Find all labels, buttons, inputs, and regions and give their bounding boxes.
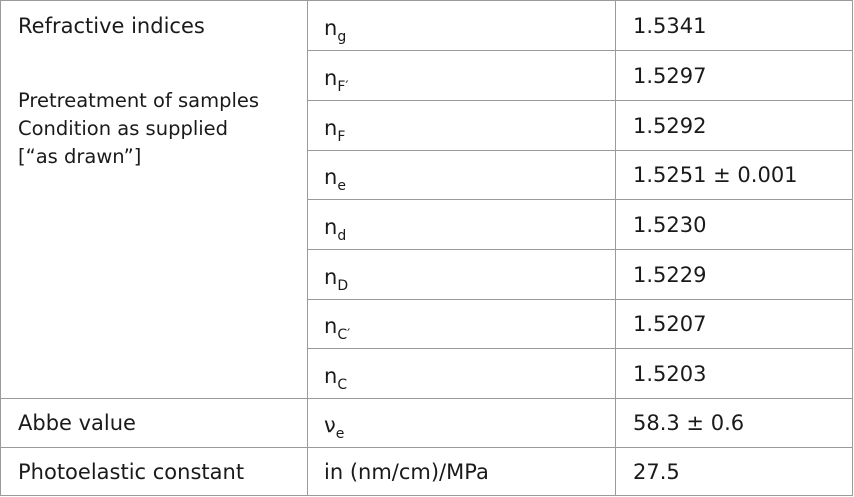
index-symbol: ng	[324, 15, 346, 44]
symbol-base: n	[324, 66, 338, 90]
index-symbol: nD	[324, 264, 348, 293]
symbol-base: n	[324, 165, 338, 189]
symbol-base: n	[324, 265, 338, 289]
abbe-value: 58.3 ± 0.6	[633, 411, 745, 435]
index-symbol: nF′	[324, 65, 349, 94]
refractive-indices-label: Refractive indices	[18, 14, 205, 38]
index-symbol: nC′	[324, 313, 350, 342]
index-value: 1.5230	[633, 213, 707, 237]
row-divider	[307, 299, 852, 300]
index-symbol: nF	[324, 115, 345, 144]
column-divider-2	[615, 1, 616, 495]
symbol-base: n	[324, 116, 338, 140]
row-divider	[307, 100, 852, 101]
condition-line: [“as drawn”]	[18, 145, 142, 168]
row-divider	[307, 249, 852, 250]
index-value: 1.5203	[633, 362, 707, 386]
row-divider-photoelastic	[1, 447, 852, 448]
symbol-base: n	[324, 364, 338, 388]
photoelastic-unit: in (nm/cm)/MPa	[324, 460, 489, 484]
symbol-subscript: F′	[337, 79, 349, 95]
symbol-subscript: D	[337, 278, 349, 294]
column-divider-1	[307, 1, 308, 495]
symbol-base: n	[324, 215, 338, 239]
index-value: 1.5297	[633, 64, 707, 88]
symbol-subscript: e	[335, 426, 345, 442]
row-divider	[307, 199, 852, 200]
index-symbol: nC	[324, 363, 347, 392]
symbol-base: n	[324, 314, 338, 338]
row-divider-abbe	[1, 398, 852, 399]
symbol-subscript: C′	[337, 327, 351, 343]
row-divider	[307, 348, 852, 349]
index-value: 1.5229	[633, 263, 707, 287]
symbol-subscript: e	[337, 178, 346, 194]
sample-condition-note: Pretreatment of samples Condition as sup…	[18, 87, 259, 171]
condition-line: Condition as supplied	[18, 117, 229, 140]
index-value: 1.5207	[633, 312, 707, 336]
condition-line: Pretreatment of samples	[18, 89, 260, 112]
abbe-value-label: Abbe value	[18, 411, 136, 435]
symbol-subscript: C	[337, 377, 348, 393]
index-value: 1.5341	[633, 14, 707, 38]
symbol-subscript: d	[337, 228, 347, 244]
symbol-base: ν	[324, 413, 336, 437]
index-value: 1.5292	[633, 114, 707, 138]
photoelastic-constant-label: Photoelastic constant	[18, 460, 245, 484]
symbol-subscript: g	[337, 29, 347, 45]
row-divider	[307, 150, 852, 151]
abbe-symbol: νe	[324, 412, 344, 441]
index-symbol: nd	[324, 214, 346, 243]
symbol-base: n	[324, 16, 338, 40]
row-divider	[307, 50, 852, 51]
index-symbol: ne	[324, 164, 346, 193]
symbol-subscript: F	[337, 129, 346, 145]
index-value: 1.5251 ± 0.001	[633, 163, 798, 187]
photoelastic-value: 27.5	[633, 460, 680, 484]
